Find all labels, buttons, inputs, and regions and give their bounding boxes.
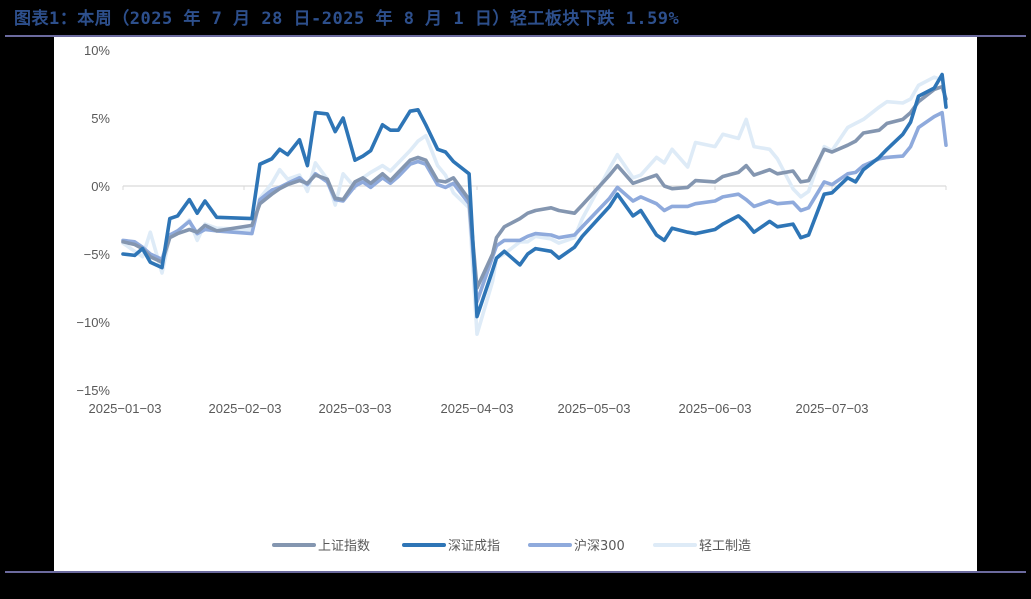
x-tick-label: 2025−07−03 <box>795 401 868 416</box>
series-line-1 <box>121 72 948 319</box>
legend-label: 深证成指 <box>448 539 500 554</box>
y-tick-label: 0% <box>91 179 110 194</box>
series-line-0 <box>121 84 948 290</box>
y-tick-label: −10% <box>76 315 110 330</box>
legend-label: 沪深300 <box>574 538 625 554</box>
y-axis: 10% 5% 0% −5% −10% −15% <box>76 43 110 398</box>
series-lines <box>121 72 948 337</box>
x-axis: 2025−01−03 2025−02−03 2025−03−03 2025−04−03… <box>88 185 947 416</box>
y-tick-label: −5% <box>84 247 111 262</box>
x-tick-label: 2025−06−03 <box>678 401 751 416</box>
x-tick-label: 2025−01−03 <box>88 401 161 416</box>
line-chart: 10%5%0%−5%−10%−15% 2025−01−03 2025−02−03 2… <box>76 43 948 554</box>
chart-area: 10% 5% 0% −5% −10% −15% 2025−01−03 2025−02−03 2… <box>54 37 977 571</box>
x-tick-label: 2025−04−03 <box>440 401 513 416</box>
x-tick-label: 2025−05−03 <box>557 401 630 416</box>
legend-label: 上证指数 <box>318 539 370 554</box>
series-line-3 <box>121 75 948 337</box>
y-tick-label: 5% <box>91 111 110 126</box>
chart-title: 图表1：本周（2025 年 7 月 28 日-2025 年 8 月 1 日）轻工… <box>14 9 680 29</box>
x-tick-label: 2025−02−03 <box>208 401 281 416</box>
top-rule <box>5 35 1026 37</box>
bottom-rule <box>5 571 1026 573</box>
legend: 上证指数 深证成指 沪深300 轻工制造 <box>272 538 751 554</box>
series-line-2 <box>121 110 948 304</box>
y-tick-label: −15% <box>76 383 110 398</box>
x-tick-label: 2025−03−03 <box>318 401 391 416</box>
y-tick-label: 10% <box>84 43 110 58</box>
legend-label: 轻工制造 <box>699 539 751 554</box>
